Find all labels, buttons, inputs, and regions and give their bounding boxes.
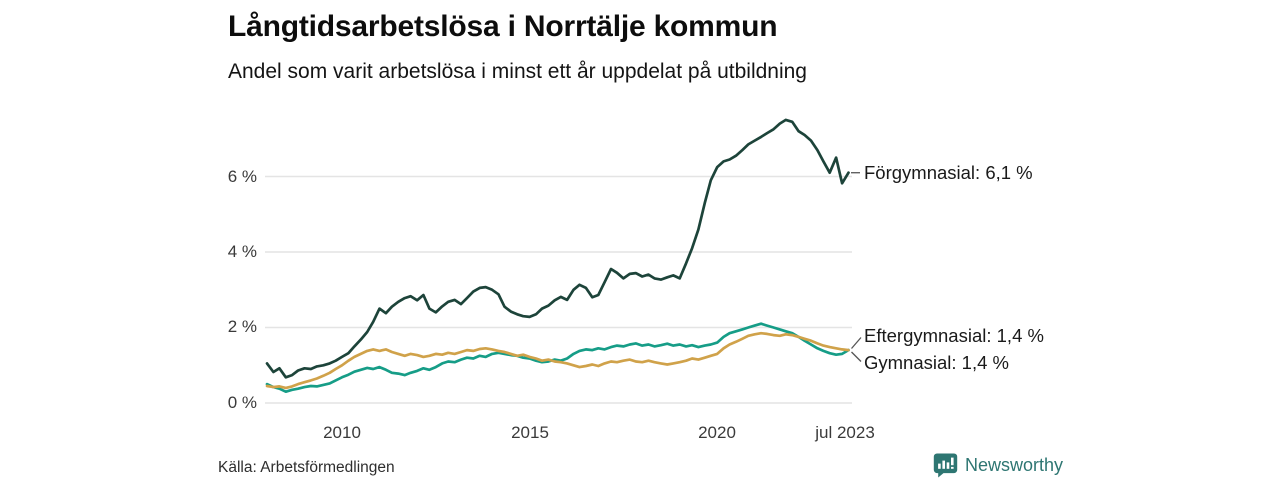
- newsworthy-logo-icon: [933, 452, 958, 478]
- newsworthy-brand-link[interactable]: Newsworthy: [933, 451, 1063, 479]
- x-axis-tick-label: jul 2023: [815, 423, 875, 442]
- page-subtitle: Andel som varit arbetslösa i minst ett å…: [228, 60, 807, 83]
- y-axis-tick-label: 2 %: [227, 317, 257, 336]
- y-axis-tick-label: 0 %: [227, 393, 257, 412]
- y-axis-tick-label: 6 %: [227, 167, 257, 186]
- series-label-eftergymnasial: Eftergymnasial: 1,4 %: [864, 325, 1044, 346]
- newsworthy-brand-name: Newsworthy: [965, 454, 1064, 475]
- x-axis-tick-label: 2010: [323, 423, 361, 442]
- x-axis-tick-label: 2015: [511, 423, 549, 442]
- y-axis-tick-label: 4 %: [227, 242, 257, 261]
- page-title: Långtidsarbetslösa i Norrtälje kommun: [228, 10, 778, 43]
- series-label-gymnasial: Gymnasial: 1,4 %: [864, 352, 1009, 373]
- series-label-forgymnasial: Förgymnasial: 6,1 %: [864, 162, 1033, 183]
- source-attribution: Källa: Arbetsförmedlingen: [218, 459, 395, 476]
- x-axis-tick-label: 2020: [698, 423, 736, 442]
